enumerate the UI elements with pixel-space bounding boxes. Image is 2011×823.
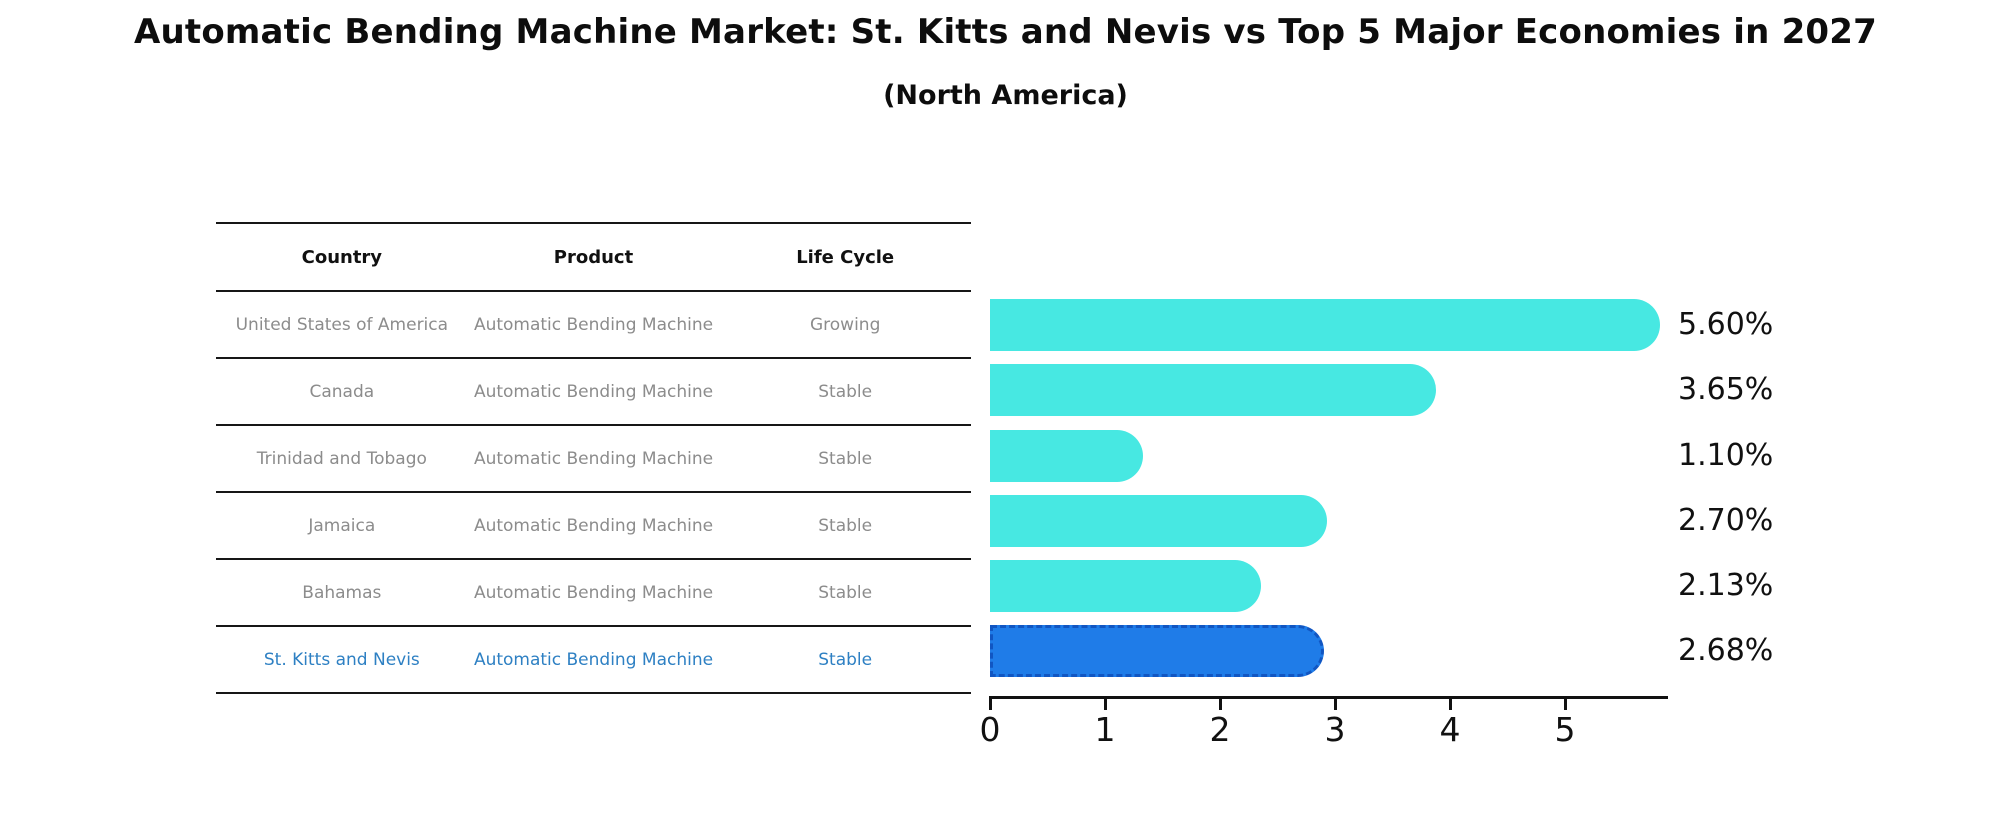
cell-life-cycle: Stable: [818, 515, 873, 536]
table-row-highlighted: St. Kitts and Nevis Automatic Bending Ma…: [216, 627, 971, 694]
table-row: Jamaica Automatic Bending Machine Stable: [216, 493, 971, 560]
data-table: Country Product Life Cycle United States…: [216, 222, 971, 694]
x-axis-tick-label: 2: [1209, 710, 1231, 749]
cell-country: United States of America: [235, 314, 449, 335]
cell-product: Automatic Bending Machine: [473, 381, 714, 402]
bar-value-label: 5.60%: [1678, 307, 1774, 342]
bar-bahamas: [990, 560, 1261, 612]
x-axis-tick-label: 1: [1094, 710, 1116, 749]
bar-st-kitts-and-nevis: [990, 625, 1325, 677]
cell-product: Automatic Bending Machine: [473, 582, 714, 603]
bar-value-label: 2.68%: [1678, 633, 1774, 668]
cell-country: Jamaica: [308, 515, 376, 536]
column-header-life-cycle: Life Cycle: [796, 246, 895, 268]
page-subtitle: (North America): [883, 80, 1128, 111]
cell-country: St. Kitts and Nevis: [263, 649, 420, 670]
bar-value-label: 2.13%: [1678, 568, 1774, 603]
x-axis-tick: [1334, 696, 1337, 710]
table-header-row: Country Product Life Cycle: [216, 224, 971, 292]
cell-life-cycle: Stable: [818, 582, 873, 603]
cell-life-cycle: Growing: [809, 314, 881, 335]
cell-product: Automatic Bending Machine: [473, 515, 714, 536]
page-title: Automatic Bending Machine Market: St. Ki…: [133, 12, 1877, 52]
cell-country: Trinidad and Tobago: [256, 448, 427, 469]
cell-product: Automatic Bending Machine: [473, 314, 714, 335]
cell-country: Bahamas: [302, 582, 382, 603]
cell-product: Automatic Bending Machine: [473, 448, 714, 469]
table-row: Trinidad and Tobago Automatic Bending Ma…: [216, 426, 971, 493]
x-axis-tick-label: 5: [1554, 710, 1576, 749]
x-axis-tick: [1564, 696, 1567, 710]
bar-jamaica: [990, 495, 1327, 547]
table-row: United States of America Automatic Bendi…: [216, 292, 971, 359]
x-axis-tick: [989, 696, 992, 710]
bar-trinidad-and-tobago: [990, 430, 1143, 482]
x-axis-tick: [1104, 696, 1107, 710]
cell-life-cycle: Stable: [818, 448, 873, 469]
bar-united-states-of-america: [990, 299, 1660, 351]
x-axis-tick-label: 3: [1324, 710, 1346, 749]
cell-life-cycle: Stable: [818, 649, 873, 670]
x-axis-tick-label: 0: [979, 710, 1001, 749]
column-header-country: Country: [301, 246, 383, 268]
x-axis-line: [990, 696, 1668, 699]
x-axis-tick-label: 4: [1439, 710, 1461, 749]
cell-country: Canada: [309, 381, 375, 402]
bar-value-label: 2.70%: [1678, 503, 1774, 538]
cell-product: Automatic Bending Machine: [473, 649, 714, 670]
table-row: Bahamas Automatic Bending Machine Stable: [216, 560, 971, 627]
x-axis-tick: [1449, 696, 1452, 710]
bar-value-label: 1.10%: [1678, 438, 1774, 473]
table-row: Canada Automatic Bending Machine Stable: [216, 359, 971, 426]
bar-value-label: 3.65%: [1678, 372, 1774, 407]
cell-life-cycle: Stable: [818, 381, 873, 402]
column-header-product: Product: [553, 246, 634, 268]
x-axis-tick: [1219, 696, 1222, 710]
bar-canada: [990, 364, 1436, 416]
